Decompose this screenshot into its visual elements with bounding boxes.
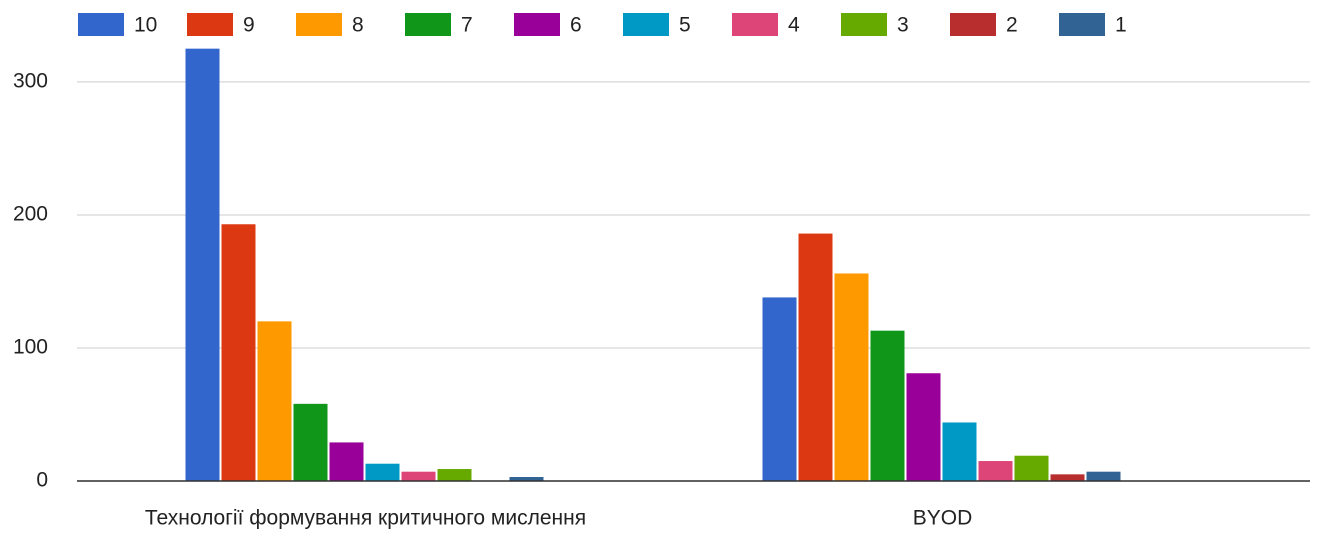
bar [1086,471,1121,481]
bar [870,330,905,481]
bar [221,224,256,481]
legend-swatch [405,13,451,36]
legend-label: 8 [352,14,364,37]
bar [437,469,472,481]
bar [509,477,544,481]
x-tick-label: Технології формування критичного мисленн… [145,507,586,530]
legend-label: 7 [461,14,473,37]
bar [798,233,833,481]
bar [329,442,364,481]
legend-swatch [514,13,560,36]
x-tick-label: BYOD [913,507,973,530]
legend-label: 4 [788,14,800,37]
legend-label: 10 [134,14,157,37]
legend-swatch [623,13,669,36]
legend-swatch [841,13,887,36]
legend-swatch [78,13,124,36]
bar [1050,474,1085,481]
y-tick-label: 300 [13,69,48,92]
legend-swatch [732,13,778,36]
legend-label: 9 [243,14,255,37]
bar [365,463,400,481]
bar [1014,455,1049,481]
legend-swatch [187,13,233,36]
bar [401,471,436,481]
legend-label: 3 [897,14,909,37]
y-tick-label: 0 [36,469,48,492]
bar [762,297,797,481]
bar [293,403,328,481]
legend-swatch [296,13,342,36]
bar [257,321,292,481]
legend-label: 2 [1006,14,1018,37]
y-tick-label: 200 [13,202,48,225]
bar [978,461,1013,481]
bar [942,422,977,481]
bar [834,273,869,481]
bar [906,373,941,481]
legend-label: 6 [570,14,582,37]
legend-label: 5 [679,14,691,37]
y-tick-label: 100 [13,336,48,359]
legend-swatch [1059,13,1105,36]
legend-swatch [950,13,996,36]
bar [185,48,220,481]
legend-label: 1 [1115,14,1127,37]
